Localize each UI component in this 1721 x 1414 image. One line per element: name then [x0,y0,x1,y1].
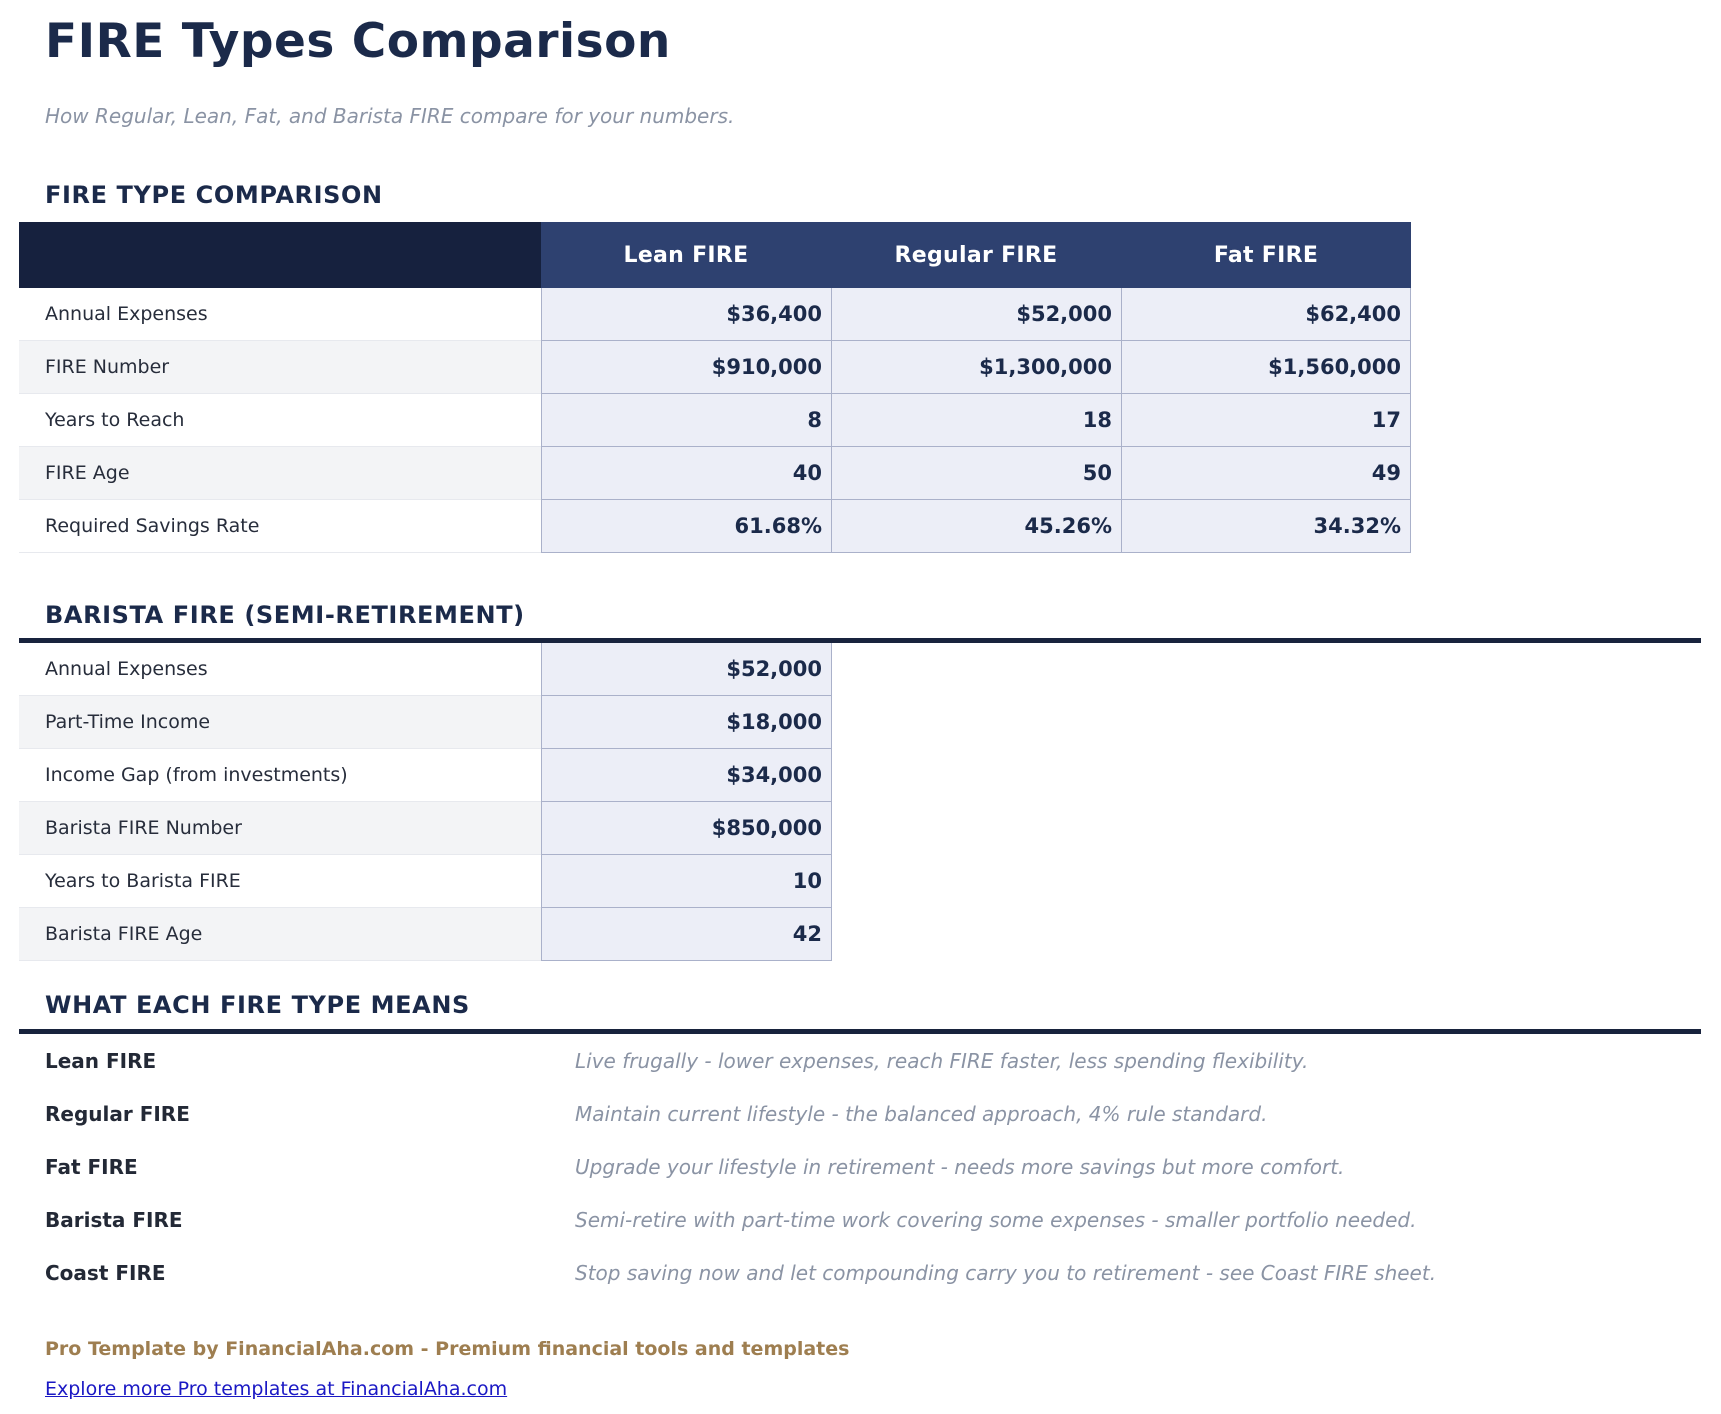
fire-comparison-table: Lean FIRE Regular FIRE Fat FIRE Annual E… [19,222,1412,553]
template-credit: Pro Template by FinancialAha.com - Premi… [45,1338,850,1360]
value-cell: $62,400 [1121,288,1411,341]
fire-type-term: Lean FIRE [45,1048,157,1073]
fire-type-term: Coast FIRE [45,1260,166,1285]
row-label: Years to Barista FIRE [19,855,541,908]
table-row: Years to Reach 8 18 17 [19,394,1412,447]
column-header-regular-fire: Regular FIRE [831,222,1121,288]
value-cell: 45.26% [831,500,1121,553]
table-row: Part-Time Income $18,000 [19,696,851,749]
row-label: Required Savings Rate [19,500,541,553]
value-cell: 18 [831,394,1121,447]
definition-row: Barista FIRE Semi-retire with part-time … [19,1193,1721,1246]
table-row: Barista FIRE Age 42 [19,908,851,961]
table-row: Annual Expenses $52,000 [19,643,851,696]
definition-row: Coast FIRE Stop saving now and let compo… [19,1246,1721,1299]
table-row: Annual Expenses $36,400 $52,000 $62,400 [19,288,1412,341]
fire-type-description: Semi-retire with part-time work covering… [575,1207,1417,1232]
column-header-fat-fire: Fat FIRE [1121,222,1411,288]
definitions-section-heading: WHAT EACH FIRE TYPE MEANS [45,991,470,1019]
comparison-section-heading: FIRE TYPE COMPARISON [45,181,383,209]
row-label: Part-Time Income [19,696,541,749]
page-subtitle: How Regular, Lean, Fat, and Barista FIRE… [45,104,735,128]
row-label: Years to Reach [19,394,541,447]
table-row: Income Gap (from investments) $34,000 [19,749,851,802]
value-cell: $52,000 [541,643,832,696]
section-divider [19,1029,1701,1034]
fire-type-term: Regular FIRE [45,1101,190,1126]
column-header-lean-fire: Lean FIRE [541,222,831,288]
value-cell: 8 [541,394,831,447]
section-divider [19,638,1701,643]
fire-type-description: Stop saving now and let compounding carr… [575,1260,1437,1285]
definition-row: Fat FIRE Upgrade your lifestyle in retir… [19,1140,1721,1193]
row-label: Annual Expenses [19,288,541,341]
fire-type-definitions: Lean FIRE Live frugally - lower expenses… [19,1034,1721,1299]
table-row: Required Savings Rate 61.68% 45.26% 34.3… [19,500,1412,553]
row-label: Income Gap (from investments) [19,749,541,802]
table-row: FIRE Number $910,000 $1,300,000 $1,560,0… [19,341,1412,394]
row-label: Annual Expenses [19,643,541,696]
value-cell: $1,560,000 [1121,341,1411,394]
definition-row: Lean FIRE Live frugally - lower expenses… [19,1034,1721,1087]
comparison-corner-cell [19,222,541,288]
page-title: FIRE Types Comparison [45,14,671,69]
fire-type-description: Upgrade your lifestyle in retirement - n… [575,1154,1345,1179]
fire-type-term: Fat FIRE [45,1154,138,1179]
barista-fire-table: Annual Expenses $52,000 Part-Time Income… [19,643,851,961]
value-cell: $52,000 [831,288,1121,341]
fire-type-description: Live frugally - lower expenses, reach FI… [575,1048,1309,1073]
value-cell: $36,400 [541,288,831,341]
fire-type-description: Maintain current lifestyle - the balance… [575,1101,1268,1126]
fire-type-term: Barista FIRE [45,1207,183,1232]
row-label: FIRE Age [19,447,541,500]
value-cell: $910,000 [541,341,831,394]
comparison-header-row: Lean FIRE Regular FIRE Fat FIRE [19,222,1412,288]
table-row: FIRE Age 40 50 49 [19,447,1412,500]
value-cell: $850,000 [541,802,832,855]
value-cell: 61.68% [541,500,831,553]
value-cell: 50 [831,447,1121,500]
value-cell: 10 [541,855,832,908]
definition-row: Regular FIRE Maintain current lifestyle … [19,1087,1721,1140]
value-cell: 17 [1121,394,1411,447]
value-cell: $18,000 [541,696,832,749]
value-cell: 42 [541,908,832,961]
barista-section-heading: BARISTA FIRE (SEMI-RETIREMENT) [45,601,525,629]
row-label: FIRE Number [19,341,541,394]
row-label: Barista FIRE Number [19,802,541,855]
value-cell: 49 [1121,447,1411,500]
table-row: Barista FIRE Number $850,000 [19,802,851,855]
value-cell: 34.32% [1121,500,1411,553]
table-row: Years to Barista FIRE 10 [19,855,851,908]
row-label: Barista FIRE Age [19,908,541,961]
value-cell: $34,000 [541,749,832,802]
value-cell: $1,300,000 [831,341,1121,394]
explore-templates-link[interactable]: Explore more Pro templates at FinancialA… [45,1378,508,1400]
value-cell: 40 [541,447,831,500]
